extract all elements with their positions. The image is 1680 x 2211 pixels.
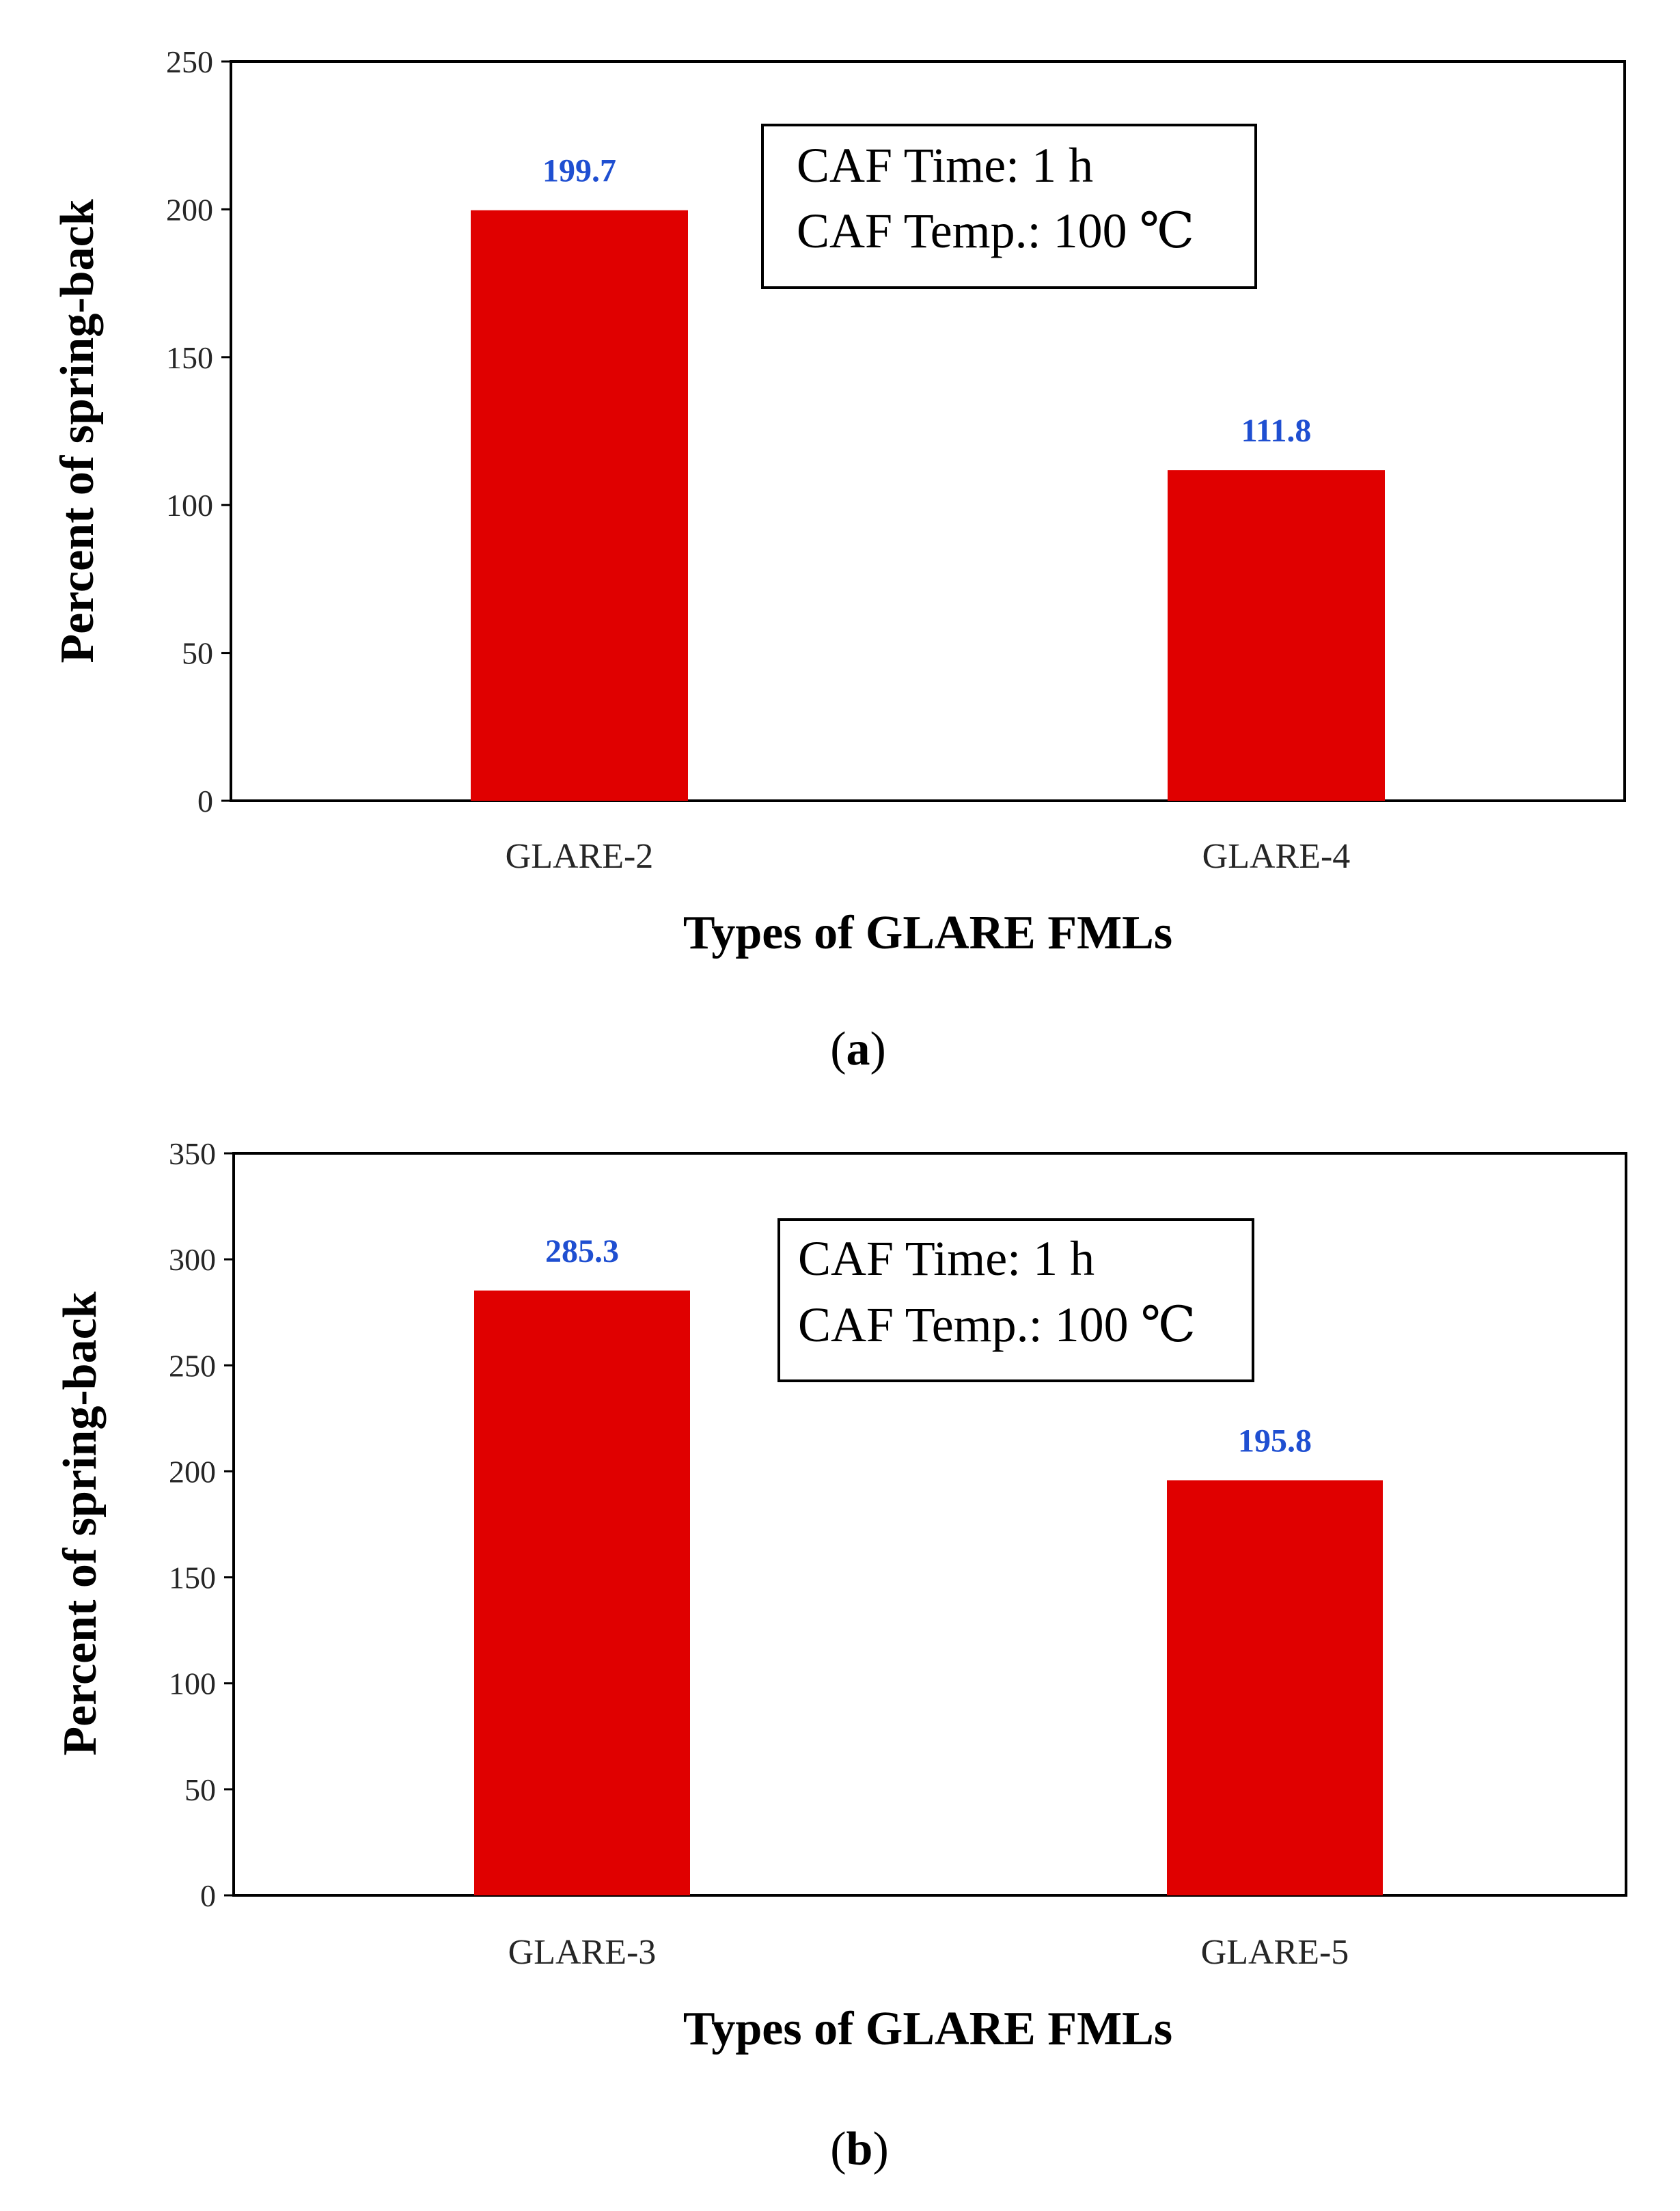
annotation-box-b: CAF Time: 1 h CAF Temp.: 100 ℃: [777, 1218, 1254, 1382]
category-label: GLARE-5: [1201, 1933, 1349, 1972]
bar-glare-2: [471, 210, 688, 801]
panel-label-open-a: (: [830, 1023, 846, 1075]
data-labels-b: 285.3 195.8: [545, 1233, 1312, 1459]
annotation-line2-b: CAF Temp.: 100 ℃: [798, 1297, 1196, 1352]
bar-glare-3: [474, 1290, 690, 1895]
panel-label-letter-a: a: [846, 1023, 870, 1075]
bar-glare-5: [1167, 1480, 1383, 1895]
data-labels-a: 199.7 111.8: [542, 153, 1311, 449]
panel-label-a: (a): [830, 1023, 886, 1075]
y-tick-label: 50: [184, 1772, 216, 1807]
bars-b: [474, 1290, 1383, 1895]
category-label: GLARE-3: [508, 1933, 657, 1972]
y-tick-label: 150: [166, 340, 213, 375]
plot-frame-b: [232, 1152, 1627, 1897]
plot-frame-a: [230, 60, 1626, 802]
data-label: 111.8: [1241, 413, 1312, 449]
category-label: GLARE-4: [1202, 837, 1351, 876]
y-tick-label: 0: [197, 784, 213, 819]
panel-label-letter-b: b: [846, 2123, 873, 2175]
y-tick-label: 200: [166, 192, 213, 227]
category-label: GLARE-2: [506, 837, 654, 876]
y-tick-label: 0: [200, 1878, 216, 1913]
y-ticks-b: 0 50 100 150 200 250 300 350: [169, 1136, 234, 1913]
x-axis-title-b: Types of GLARE FMLs: [683, 2003, 1172, 2055]
y-tick-label: 100: [169, 1666, 216, 1701]
category-labels-a: GLARE-2 GLARE-4: [506, 837, 1351, 876]
x-axis-title-a: Types of GLARE FMLs: [683, 907, 1172, 959]
y-tick-label: 200: [169, 1454, 216, 1489]
panel-label-close-b: ): [872, 2123, 888, 2175]
data-label: 195.8: [1238, 1423, 1312, 1459]
panel-label-b: (b): [830, 2123, 889, 2175]
y-tick-label: 350: [169, 1136, 216, 1171]
annotation-line1-a: CAF Time: 1 h: [797, 138, 1093, 193]
y-tick-label: 50: [182, 636, 213, 671]
y-tick-label: 250: [166, 44, 213, 79]
panel-label-open-b: (: [830, 2123, 846, 2175]
annotation-frame-b: [777, 1218, 1254, 1382]
y-tick-label: 100: [166, 488, 213, 523]
bar-glare-4: [1168, 470, 1385, 801]
annotation-box-a: CAF Time: 1 h CAF Temp.: 100 ℃: [761, 124, 1257, 289]
y-tick-label: 250: [169, 1348, 216, 1383]
annotation-frame-a: [761, 124, 1257, 289]
annotation-line2-a: CAF Temp.: 100 ℃: [797, 204, 1194, 258]
chart-b: 0 50 100 150 200 250 300 350 285.3 195.8 GLARE-3…: [54, 1136, 1627, 2175]
y-axis-title-b: Percent of spring-back: [54, 1291, 107, 1755]
y-ticks-a: 0 50 100 150 200 250: [166, 44, 231, 819]
category-labels-b: GLARE-3 GLARE-5: [508, 1933, 1349, 1972]
panel-label-close-a: ): [870, 1023, 886, 1075]
annotation-line1-b: CAF Time: 1 h: [798, 1231, 1094, 1286]
bars-a: [471, 210, 1385, 801]
y-axis-title-a: Percent of spring-back: [51, 199, 104, 663]
data-label: 199.7: [542, 153, 616, 189]
y-tick-label: 150: [169, 1561, 216, 1595]
data-label: 285.3: [545, 1233, 619, 1269]
y-tick-label: 300: [169, 1242, 216, 1277]
